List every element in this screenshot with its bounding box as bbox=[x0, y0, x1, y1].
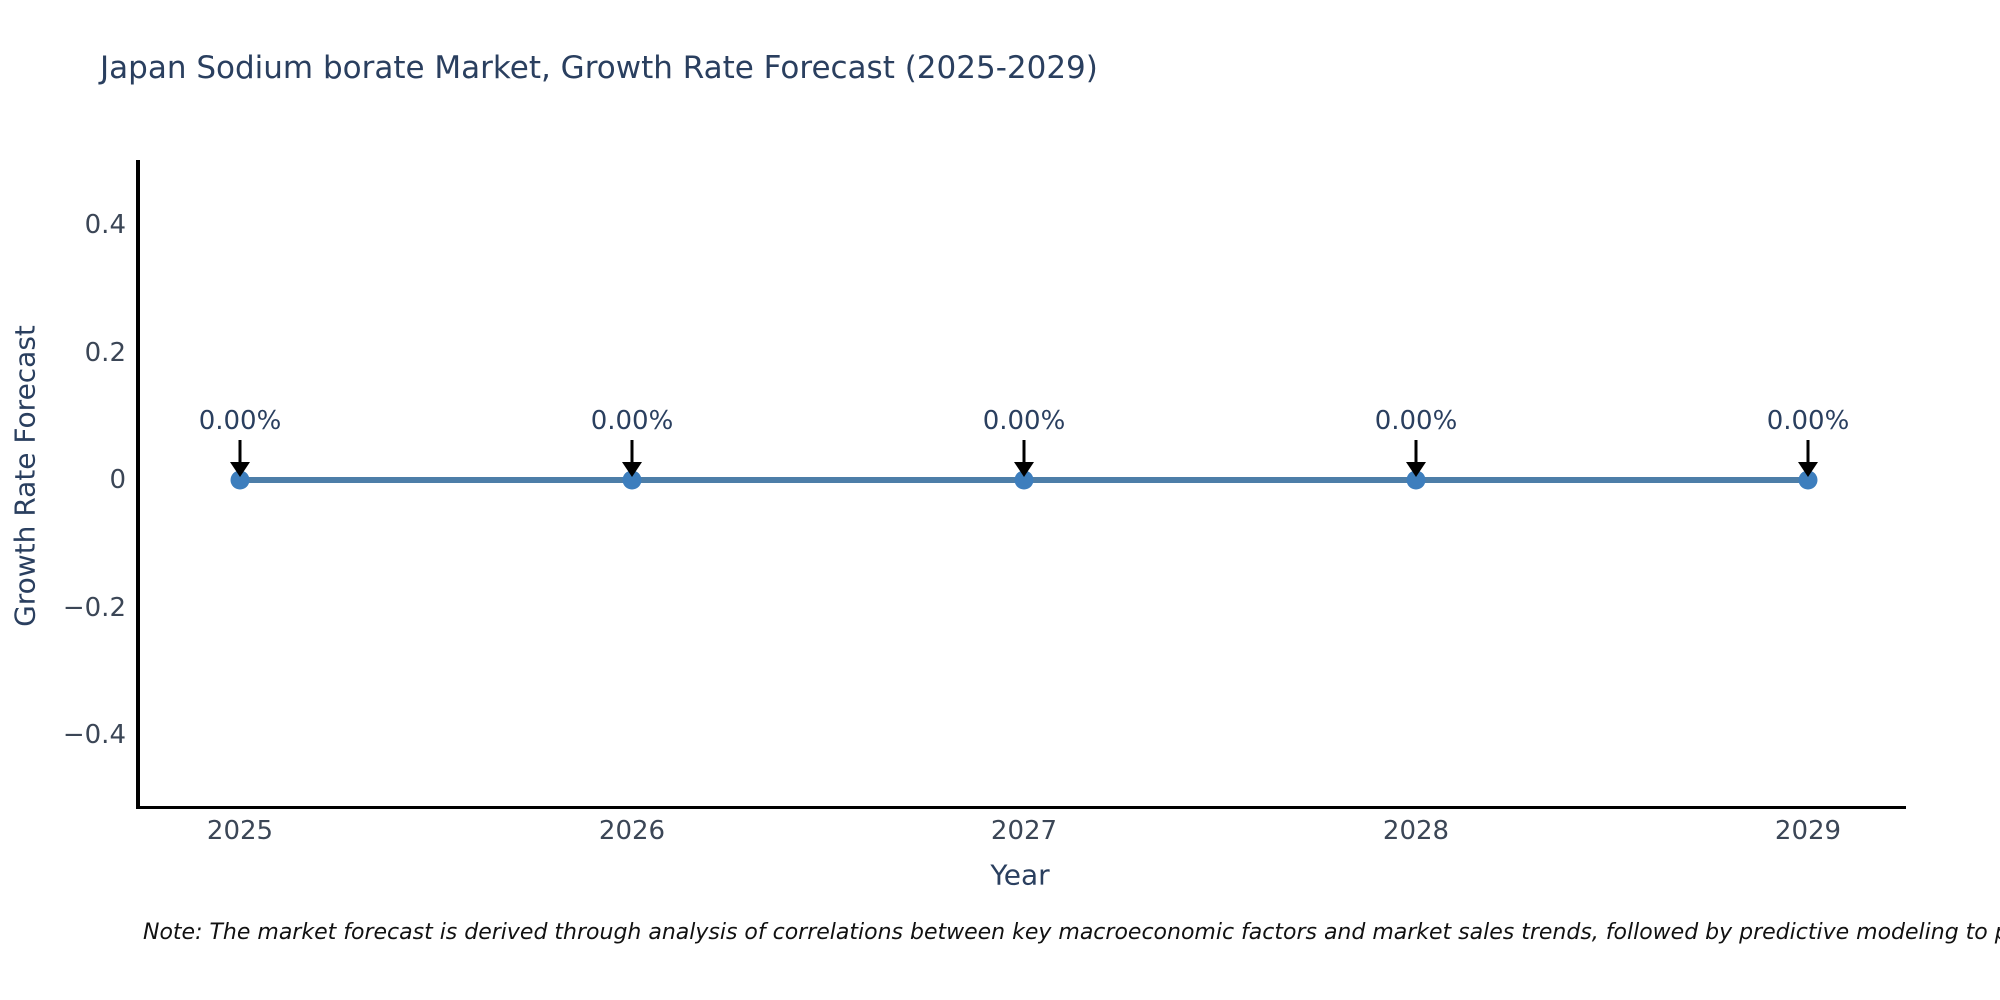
annotation-label: 0.00% bbox=[198, 406, 282, 436]
annotation-label: 0.00% bbox=[590, 406, 674, 436]
footnote: Note: The market forecast is derived thr… bbox=[143, 920, 2000, 945]
x-axis-line bbox=[136, 805, 1906, 809]
y-tick-label: 0.2 bbox=[84, 337, 126, 368]
annotation-arrow bbox=[1022, 440, 1026, 464]
annotation-arrow bbox=[1414, 440, 1418, 464]
y-axis-line bbox=[136, 160, 140, 809]
chart-title: Japan Sodium borate Market, Growth Rate … bbox=[100, 50, 1098, 86]
annotation-label: 0.00% bbox=[1766, 406, 1850, 436]
y-tick-label: 0 bbox=[109, 465, 126, 495]
x-tick-label: 2027 bbox=[990, 816, 1058, 846]
x-tick-label: 2028 bbox=[1382, 816, 1450, 846]
annotation-label: 0.00% bbox=[982, 406, 1066, 436]
annotation-arrow bbox=[1806, 440, 1810, 464]
y-tick-label: −0.2 bbox=[62, 592, 126, 623]
annotation-arrow bbox=[238, 440, 242, 464]
x-tick-label: 2026 bbox=[598, 816, 666, 846]
annotation-arrowhead-icon bbox=[622, 462, 642, 477]
annotation-arrowhead-icon bbox=[230, 462, 250, 477]
annotation-label: 0.00% bbox=[1374, 406, 1458, 436]
x-tick-label: 2029 bbox=[1774, 816, 1842, 846]
annotation-arrowhead-icon bbox=[1406, 462, 1426, 477]
y-tick-label: 0.4 bbox=[84, 210, 126, 240]
annotation-arrowhead-icon bbox=[1798, 462, 1818, 477]
x-axis-title: Year bbox=[990, 858, 1050, 892]
y-tick-label: −0.4 bbox=[62, 720, 126, 750]
annotation-arrowhead-icon bbox=[1014, 462, 1034, 477]
x-tick-label: 2025 bbox=[206, 816, 274, 846]
annotation-arrow bbox=[630, 440, 634, 464]
